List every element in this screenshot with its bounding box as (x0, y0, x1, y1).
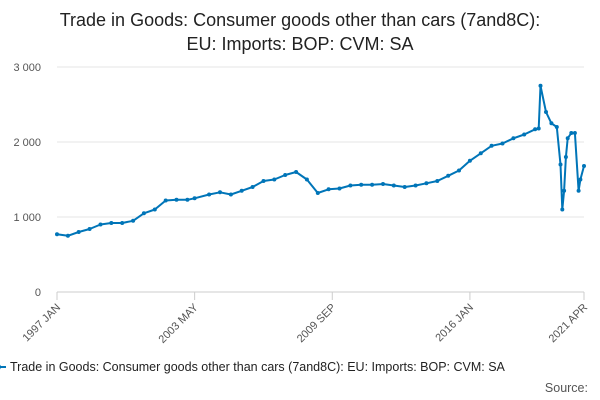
data-point (478, 151, 483, 156)
data-point (511, 136, 516, 141)
data-point (554, 125, 559, 129)
data-point (326, 187, 331, 192)
data-point (560, 207, 565, 212)
data-point (152, 207, 157, 212)
data-point (582, 164, 586, 168)
data-point (562, 188, 567, 193)
data-point (424, 181, 429, 186)
data-point (185, 197, 190, 202)
data-point (572, 131, 577, 135)
data-point (522, 132, 527, 137)
data-point (565, 136, 570, 141)
data-point (207, 192, 212, 197)
data-point (391, 183, 396, 188)
data-point (337, 186, 342, 191)
y-tick-label: 3 000 (13, 62, 41, 74)
data-point (163, 198, 168, 203)
data-point (272, 177, 277, 182)
data-point (576, 188, 581, 193)
data-point (549, 121, 554, 126)
data-point (98, 222, 103, 227)
data-point (402, 185, 407, 189)
data-point (192, 196, 197, 201)
data-point (315, 191, 320, 195)
y-axis-ticks: 0 1 000 2 000 3 000 (13, 62, 41, 299)
data-point (294, 170, 299, 174)
data-point (76, 230, 81, 234)
data-point (120, 221, 125, 225)
x-axis-ticks: 1997 JAN 2003 MAY 2009 SEP 2016 JAN 2021 APR (20, 292, 590, 346)
data-point (467, 158, 472, 163)
data-point (500, 141, 505, 146)
data-point (283, 173, 288, 177)
x-tick-label: 2009 SEP (295, 302, 339, 346)
legend: Trade in Goods: Consumer goods other tha… (0, 360, 506, 374)
data-point (250, 185, 255, 189)
data-point (228, 192, 233, 197)
legend-marker (0, 364, 1, 370)
y-tick-label: 2 000 (13, 137, 41, 149)
data-point (87, 227, 92, 231)
data-point (578, 177, 583, 182)
data-point (65, 233, 70, 238)
y-tick-label: 0 (35, 287, 41, 299)
data-point (569, 131, 574, 135)
chart-title-line-2: EU: Imports: BOP: CVM: SA (186, 34, 414, 54)
data-point (489, 143, 494, 148)
y-tick-label: 1 000 (13, 212, 41, 224)
data-point (370, 182, 375, 187)
x-tick-label: 2021 APR (547, 302, 591, 346)
data-point (538, 83, 543, 88)
series-line (56, 84, 585, 237)
data-point (359, 182, 364, 187)
data-point (563, 155, 568, 159)
data-point (131, 218, 136, 223)
data-point (558, 162, 563, 167)
x-tick-label: 1997 JAN (20, 302, 63, 345)
x-tick-label: 2003 MAY (157, 301, 202, 346)
data-point (174, 197, 179, 202)
data-point (457, 168, 461, 173)
chart-title: Trade in Goods: Consumer goods other tha… (0, 8, 600, 56)
data-point (141, 211, 146, 216)
data-point (261, 179, 266, 183)
data-point (446, 173, 451, 178)
data-point (413, 183, 418, 188)
data-point (304, 177, 309, 182)
data-point (544, 110, 548, 114)
data-point (435, 179, 440, 183)
data-point (218, 190, 222, 195)
data-point (109, 221, 114, 225)
data-point (348, 183, 353, 188)
source-label: Source: (545, 381, 588, 395)
series-group (55, 83, 586, 238)
chart-title-line-1: Trade in Goods: Consumer goods other tha… (59, 10, 541, 30)
data-point (536, 126, 541, 131)
grid-lines (57, 66, 584, 218)
x-tick-label: 2016 JAN (433, 302, 476, 345)
data-point (381, 182, 385, 186)
data-point (533, 127, 538, 132)
data-point (239, 188, 244, 193)
legend-label: Trade in Goods: Consumer goods other tha… (10, 360, 506, 374)
data-point (55, 232, 59, 237)
